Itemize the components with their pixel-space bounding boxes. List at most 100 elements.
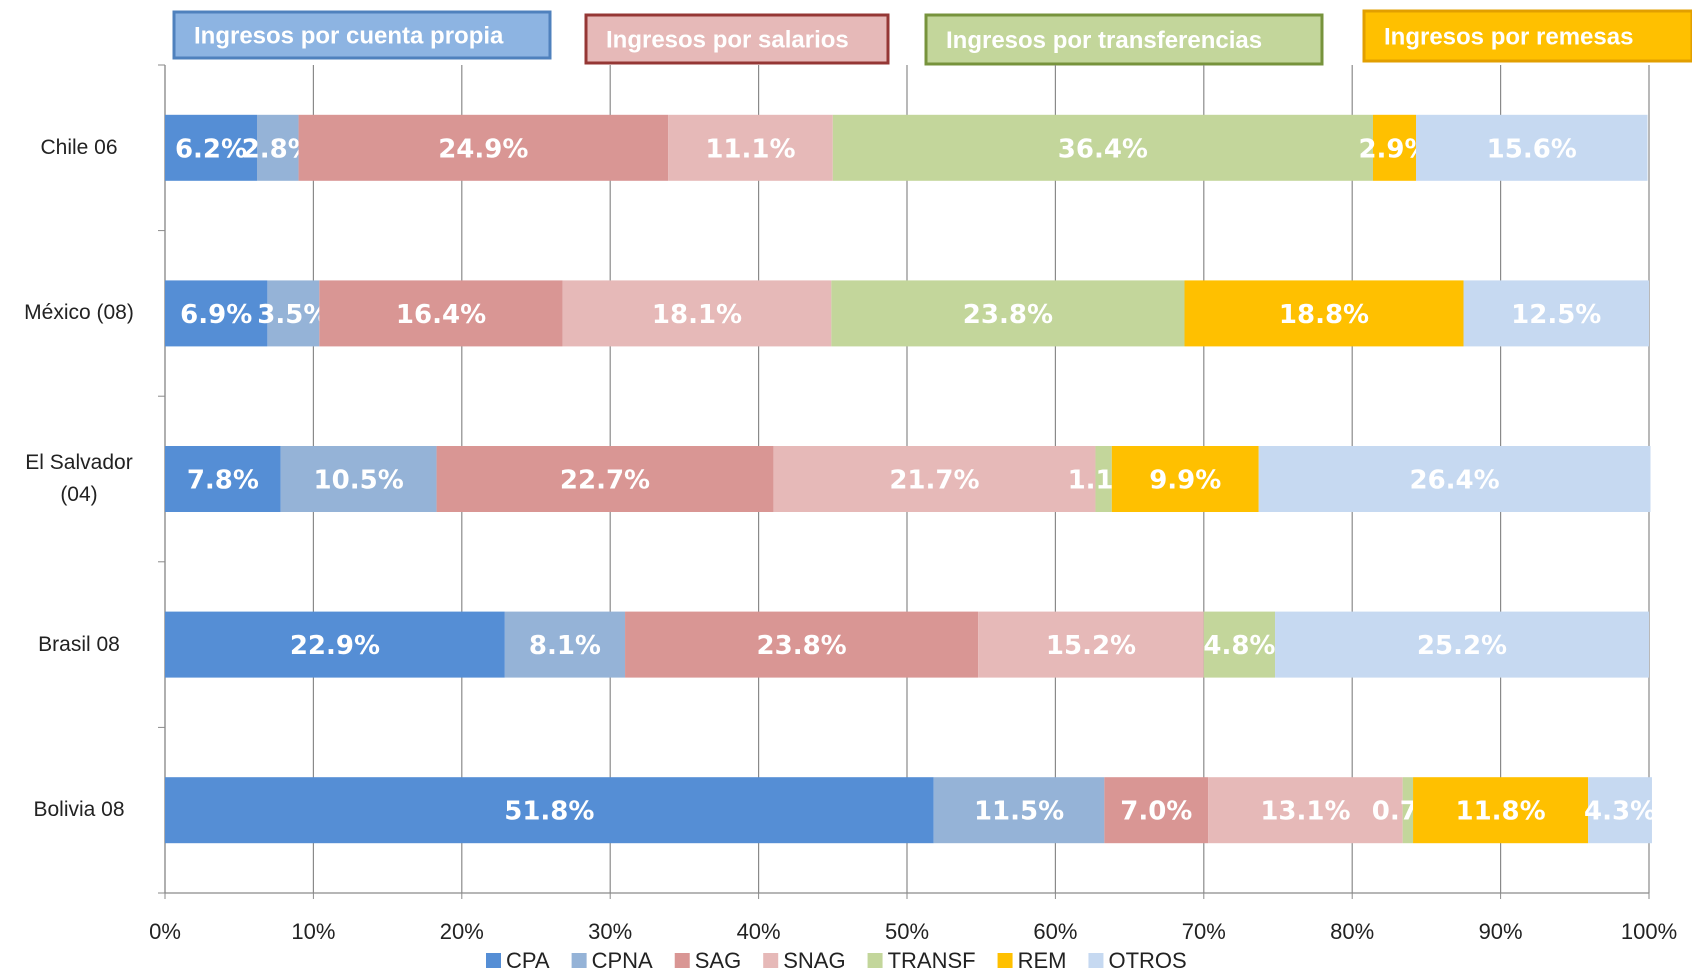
y-tick-label: México (08) xyxy=(24,301,134,325)
data-label: 11.8% xyxy=(1455,797,1545,827)
bar-segment xyxy=(625,611,979,678)
y-tick-label: Chile 06 xyxy=(40,135,118,159)
data-label: 4.3% xyxy=(1584,797,1656,827)
bar-segment xyxy=(165,777,934,844)
bar-segment xyxy=(298,114,669,181)
bar-segment xyxy=(1372,114,1417,181)
bar-segment xyxy=(1413,777,1589,844)
bar-segment xyxy=(933,777,1105,844)
x-tick-label: 20% xyxy=(440,919,484,944)
data-label: 15.2% xyxy=(1046,631,1136,661)
annotation-box xyxy=(584,13,890,65)
x-tick-label: 100% xyxy=(1621,919,1677,944)
bar-segment xyxy=(1402,777,1414,844)
bar-segment xyxy=(1588,777,1652,844)
bar-segment xyxy=(165,611,505,678)
bar-segment xyxy=(832,114,1373,181)
y-tick-label: Brasil 08 xyxy=(38,632,120,656)
data-label: 18.1% xyxy=(652,300,742,330)
bar-segment xyxy=(504,611,626,678)
data-label: 4.8% xyxy=(1203,631,1275,661)
bar-segment xyxy=(267,280,320,347)
legend-label: SAG xyxy=(695,948,741,973)
data-label: 8.1% xyxy=(529,631,601,661)
data-label: 23.8% xyxy=(757,631,847,661)
bar-segment xyxy=(831,280,1185,347)
bar-segment xyxy=(773,446,1096,512)
data-label: 16.4% xyxy=(396,300,486,330)
bar-segment xyxy=(1184,280,1464,347)
legend-swatch xyxy=(867,953,883,968)
data-label: 7.0% xyxy=(1120,797,1192,827)
data-label: 24.9% xyxy=(438,134,528,164)
data-label: 13.1% xyxy=(1260,797,1350,827)
bar-segment xyxy=(319,280,563,347)
legend-label: OTROS xyxy=(1108,948,1186,973)
legend-swatch xyxy=(997,953,1013,968)
data-label: 7.8% xyxy=(187,466,259,496)
x-tick-label: 80% xyxy=(1330,919,1374,944)
x-tick-label: 60% xyxy=(1033,919,1077,944)
data-label: 36.4% xyxy=(1058,134,1148,164)
legend-swatch xyxy=(486,953,501,968)
legend-swatch xyxy=(763,953,779,968)
bar-segment xyxy=(1416,114,1648,181)
bar-segment xyxy=(1463,280,1649,347)
bar-segment xyxy=(1275,611,1649,678)
bar-segment xyxy=(1208,777,1403,844)
x-tick-label: 90% xyxy=(1479,919,1523,944)
legend-label: SNAG xyxy=(783,948,845,973)
annotation-box xyxy=(924,13,1324,66)
legend-swatch xyxy=(1088,953,1104,968)
data-label: 51.8% xyxy=(504,797,594,827)
data-label: 11.1% xyxy=(705,134,795,164)
data-label: 22.9% xyxy=(290,631,380,661)
legend-swatch xyxy=(674,953,690,968)
data-label: 21.7% xyxy=(889,466,979,496)
bar-segment xyxy=(562,280,832,347)
x-tick-label: 40% xyxy=(737,919,781,944)
x-tick-label: 10% xyxy=(291,919,335,944)
x-tick-label: 30% xyxy=(588,919,632,944)
bar-segment xyxy=(1203,611,1276,678)
data-label: 25.2% xyxy=(1417,631,1507,661)
bar-segment xyxy=(257,114,299,181)
bar-segment xyxy=(280,446,437,512)
data-label: 6.2% xyxy=(175,134,247,164)
data-label: 18.8% xyxy=(1279,300,1369,330)
legend-label: CPA xyxy=(506,948,550,973)
data-label: 11.5% xyxy=(974,797,1064,827)
annotation-text: Ingresos por transferencias xyxy=(946,27,1262,54)
legend-label: REM xyxy=(1018,948,1067,973)
bar-segment xyxy=(436,446,774,512)
x-tick-label: 0% xyxy=(149,919,181,944)
annotation-box xyxy=(172,10,552,60)
x-tick-label: 50% xyxy=(885,919,929,944)
data-label: 6.9% xyxy=(180,300,252,330)
data-label: 3.5% xyxy=(257,300,329,330)
bar-segment xyxy=(1104,777,1209,844)
bar-segment xyxy=(978,611,1204,678)
bar-segment xyxy=(1258,446,1651,512)
annotation-text: Ingresos por salarios xyxy=(606,26,849,53)
data-label: 12.5% xyxy=(1511,300,1601,330)
bar-segment xyxy=(1095,446,1112,512)
bar-segment xyxy=(165,280,268,347)
data-label: 22.7% xyxy=(560,466,650,496)
annotation-text: Ingresos por remesas xyxy=(1384,23,1633,50)
bar-segment xyxy=(668,114,833,181)
data-label: 10.5% xyxy=(314,466,404,496)
legend-label: TRANSF xyxy=(888,948,976,973)
annotation-text: Ingresos por cuenta propia xyxy=(194,22,504,49)
data-label: 26.4% xyxy=(1409,466,1499,496)
data-label: 23.8% xyxy=(963,300,1053,330)
bar-segment xyxy=(1111,446,1259,512)
y-tick-label: El Salvador (04) xyxy=(25,451,133,506)
annotation-box xyxy=(1362,9,1692,63)
x-tick-label: 70% xyxy=(1182,919,1226,944)
legend-swatch xyxy=(571,953,587,968)
bar-segment xyxy=(165,114,258,181)
y-tick-label: Bolivia 08 xyxy=(33,798,125,822)
